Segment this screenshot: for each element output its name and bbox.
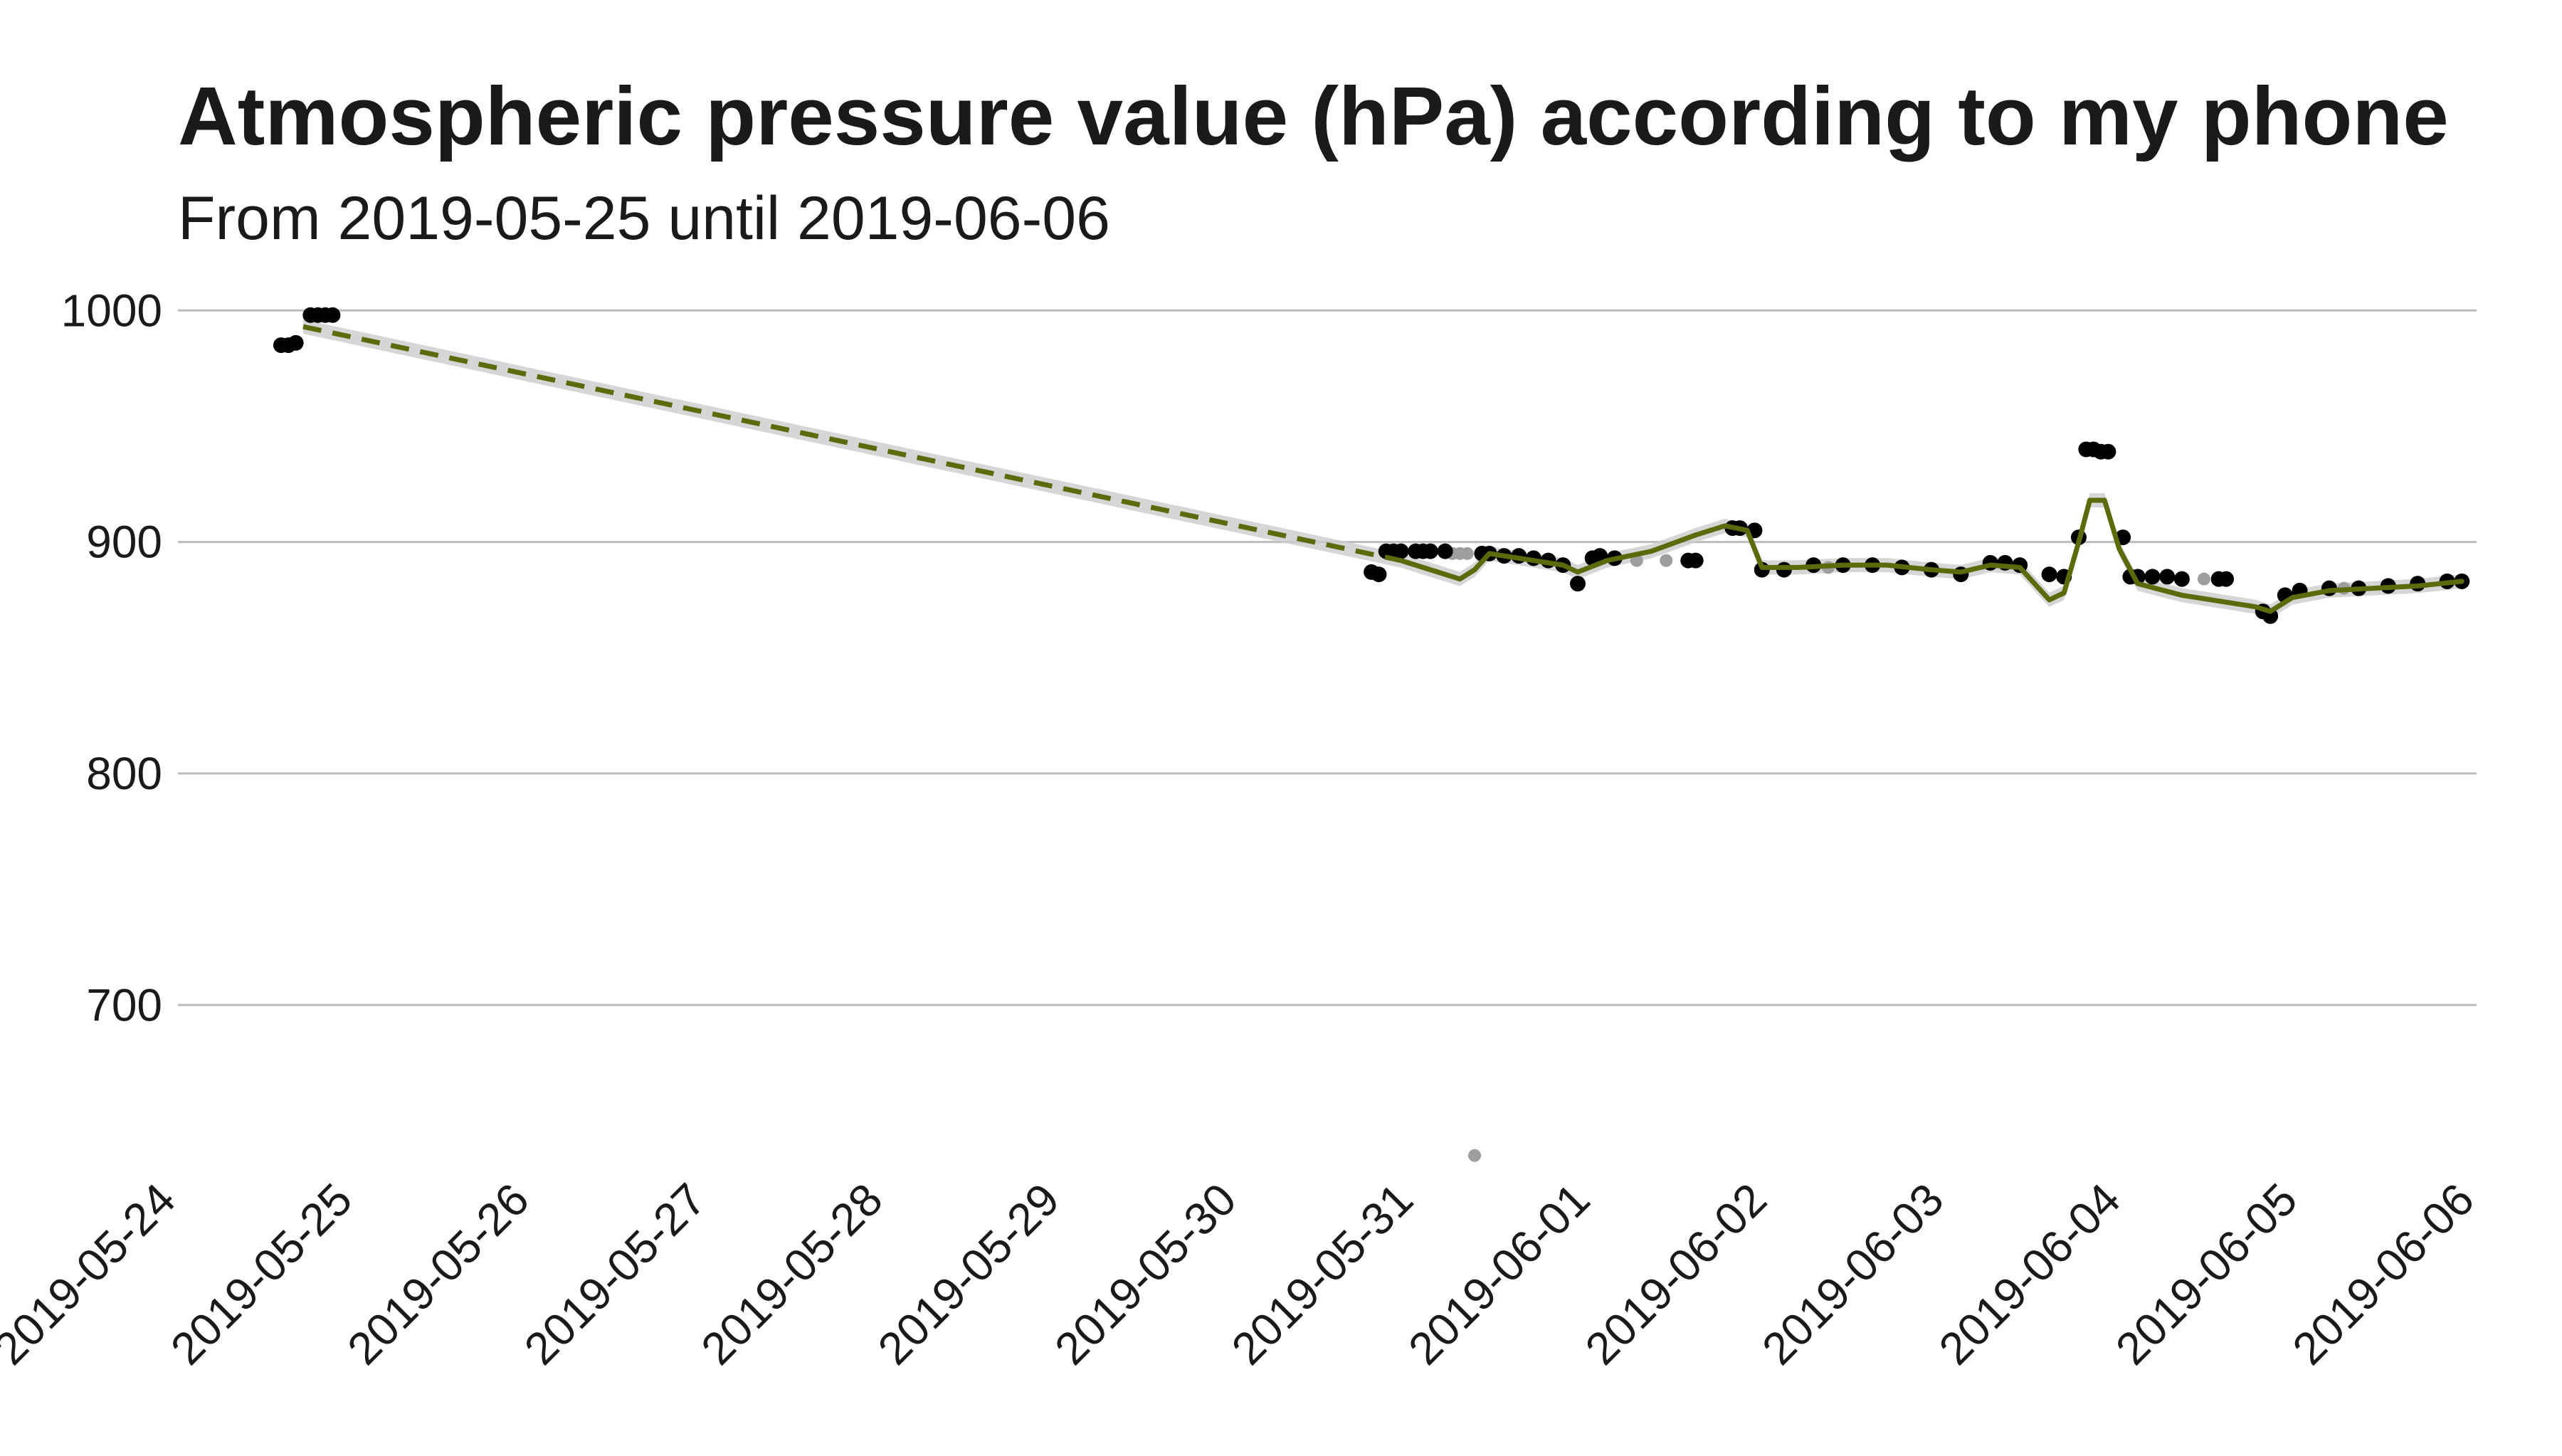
- data-point: [1569, 576, 1586, 592]
- smooth-line: [302, 324, 2465, 614]
- outlier-point: [1660, 554, 1673, 567]
- data-points: [273, 307, 2470, 624]
- confidence-ribbon: [302, 320, 2462, 619]
- outlier-points: [1445, 547, 2351, 1162]
- x-tick-label: 2019-05-24: [0, 1173, 185, 1374]
- x-tick-label: 2019-05-31: [1222, 1173, 1423, 1374]
- x-tick-label: 2019-05-29: [868, 1173, 1069, 1374]
- x-tick-label: 2019-06-01: [1398, 1173, 1599, 1374]
- x-tick-label: 2019-06-06: [2282, 1173, 2483, 1374]
- chart-subtitle: From 2019-05-25 until 2019-06-06: [178, 184, 1110, 253]
- data-point: [2173, 571, 2190, 587]
- outlier-point: [1460, 547, 1474, 560]
- data-point: [2159, 569, 2176, 585]
- data-point: [2041, 566, 2057, 583]
- x-tick-label: 2019-05-25: [161, 1173, 362, 1374]
- x-tick-label: 2019-05-30: [1045, 1173, 1245, 1374]
- y-tick-label: 800: [86, 748, 162, 799]
- x-tick-label: 2019-06-02: [1576, 1173, 1776, 1374]
- y-tick-label: 900: [86, 517, 162, 568]
- gridlines: [178, 309, 2477, 1006]
- data-point: [1437, 543, 1453, 559]
- chart-title: Atmospheric pressure value (hPa) accordi…: [178, 70, 2449, 162]
- x-axis-ticks: 2019-05-242019-05-252019-05-262019-05-27…: [0, 1173, 2484, 1374]
- smooth-line-gap: [302, 324, 1402, 564]
- outlier-point: [1468, 1149, 1482, 1162]
- data-point: [1393, 543, 1409, 559]
- x-tick-label: 2019-05-26: [337, 1173, 538, 1374]
- x-tick-label: 2019-06-04: [1929, 1173, 2130, 1374]
- data-point: [1371, 566, 1387, 583]
- data-point: [2100, 443, 2116, 460]
- outlier-point: [2197, 572, 2210, 586]
- y-axis-ticks: 700 800 900 1000: [61, 285, 162, 1030]
- data-point: [1687, 552, 1704, 569]
- data-point: [2144, 569, 2161, 585]
- data-point: [2218, 571, 2235, 587]
- x-tick-label: 2019-05-28: [691, 1173, 892, 1374]
- smooth-line-path: [1398, 497, 2465, 614]
- data-point: [288, 334, 304, 351]
- data-point: [325, 307, 341, 323]
- x-tick-label: 2019-06-03: [1752, 1173, 1953, 1374]
- y-tick-label: 700: [86, 979, 162, 1030]
- data-point: [1422, 543, 1438, 559]
- x-tick-label: 2019-05-27: [515, 1173, 715, 1374]
- ribbon-band: [302, 320, 2462, 619]
- x-tick-label: 2019-06-05: [2106, 1173, 2307, 1374]
- y-tick-label: 1000: [61, 285, 162, 336]
